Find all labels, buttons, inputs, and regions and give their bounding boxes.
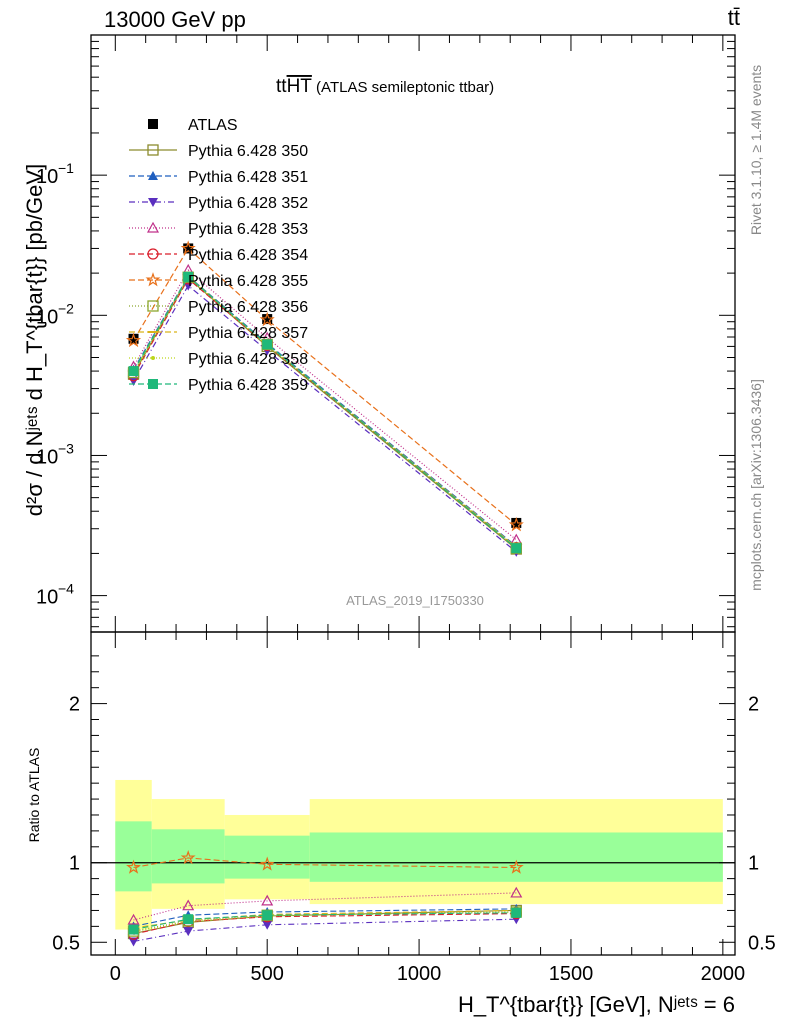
legend-marker	[148, 171, 158, 180]
ratio-point-359	[128, 924, 139, 935]
series-line-356	[132, 276, 517, 549]
legend-marker	[147, 144, 159, 156]
ratio-point-355	[180, 850, 196, 865]
y-tick-exponent: −2	[58, 300, 74, 316]
ratio-line-353	[133, 892, 517, 921]
ratio-point-355	[259, 856, 275, 871]
ratio-line-355	[133, 857, 517, 869]
data-point	[511, 517, 522, 528]
legend-label: Pythia 6.428 354	[188, 247, 308, 264]
ratio-tick-label-left: 0.5	[52, 932, 80, 954]
ratio-band-inner	[115, 821, 152, 892]
legend-label: Pythia 6.428 353	[188, 221, 308, 238]
legend-marker-atlas	[148, 119, 158, 129]
series-point-359	[183, 271, 194, 282]
ratio-tick-label-left: 1	[69, 853, 80, 875]
legend-label: Pythia 6.428 352	[188, 195, 308, 212]
x-tick-label: 1000	[397, 963, 442, 985]
ratio-band-inner	[309, 832, 723, 882]
ratio-point-355	[126, 859, 141, 874]
y-tick-label: 10	[36, 587, 58, 609]
ratio-point-352	[128, 937, 139, 947]
ratio-tick-label-left: 2	[69, 694, 80, 716]
ratio-frame	[90, 631, 736, 956]
y-tick-label: 10	[36, 166, 58, 188]
series-point-359	[511, 543, 522, 554]
ratio-point-352	[262, 920, 273, 930]
legend-marker	[151, 356, 155, 360]
series-point-352	[128, 376, 139, 386]
data-point	[262, 314, 273, 325]
legend-label: Pythia 6.428 350	[188, 143, 308, 160]
legend-label: Pythia 6.428 356	[188, 299, 308, 316]
ratio-point-352	[183, 927, 194, 937]
legend-marker	[148, 379, 158, 389]
analysis-label: ATLAS_2019_I1750330	[346, 593, 484, 608]
legend-label: Pythia 6.428 355	[188, 273, 308, 290]
series-line-358	[132, 276, 517, 549]
series-line-350	[132, 276, 517, 550]
x-tick-label: 500	[251, 963, 284, 985]
legend-marker	[147, 300, 159, 312]
series-point-355	[259, 311, 275, 327]
mcplots-label: mcplots.cern.ch [arXiv:1306.3436]	[748, 379, 764, 591]
y-axis-label: d²σ / d Nʲᵉᵗˢ d H_T^{tbar{t}} [pb/GeV]	[22, 164, 47, 516]
y-tick-exponent: −4	[58, 581, 74, 597]
ratio-point-359	[511, 907, 522, 918]
series-point-359	[262, 339, 273, 350]
ratio-line-351	[133, 908, 517, 927]
rivet-label: Rivet 3.1.10, ≥ 1.4M events	[748, 65, 764, 235]
plot-title: ttHT (ATLAS semileptonic ttbar)	[276, 76, 494, 97]
ratio-point-359	[262, 910, 273, 921]
y-tick-exponent: −3	[58, 440, 74, 456]
ratio-line-359	[133, 912, 517, 931]
legend-marker	[145, 272, 161, 287]
ratio-band-inner	[151, 829, 225, 884]
x-tick-label: 1500	[549, 963, 594, 985]
ratio-tick-label-right: 1	[748, 853, 759, 875]
legend-label: Pythia 6.428 358	[188, 351, 308, 368]
ratio-line-352	[133, 918, 517, 943]
x-tick-label: 0	[110, 963, 121, 985]
ratio-tick-label-right: 2	[748, 694, 759, 716]
series-point-355	[180, 240, 196, 255]
energy-label: 13000 GeV pp	[104, 7, 246, 32]
y-tick-exponent: −1	[58, 160, 74, 176]
y-tick-label: 10	[36, 446, 58, 468]
ratio-point-353	[261, 894, 274, 906]
ratio-tick-label-right: 0.5	[748, 932, 776, 954]
data-point	[183, 243, 194, 254]
legend-marker	[146, 221, 160, 233]
ratio-point-359	[183, 914, 194, 925]
ratio-line-354	[133, 913, 517, 935]
legend-marker	[148, 198, 158, 207]
series-point-355	[508, 516, 524, 532]
legend-label-atlas: ATLAS	[188, 117, 238, 134]
ratio-y-axis-label: Ratio to ATLAS	[26, 748, 42, 843]
ratio-point-353	[127, 913, 140, 925]
x-axis-label: H_T^{tbar{t}} [GeV], Nʲᵉᵗˢ = 6	[458, 992, 735, 1017]
y-tick-label: 10	[36, 306, 58, 328]
series-line-357	[132, 275, 517, 548]
series-line-353	[132, 269, 517, 541]
ratio-point-353	[182, 899, 195, 911]
ratio-point-355	[508, 859, 524, 874]
series-point-355	[126, 332, 141, 347]
ratio-line-358	[133, 911, 517, 933]
legend-label: Pythia 6.428 359	[188, 377, 308, 394]
process-label: tt̄	[727, 5, 740, 30]
ratio-point-353	[510, 886, 523, 898]
series-line-354	[132, 277, 517, 549]
series-line-355	[132, 247, 517, 526]
x-tick-label: 2000	[701, 963, 746, 985]
data-point	[128, 333, 139, 344]
legend-label: Pythia 6.428 351	[188, 169, 308, 186]
legend-label: Pythia 6.428 357	[188, 325, 308, 342]
series-point-359	[128, 366, 139, 377]
legend-marker	[147, 248, 159, 260]
series-line-359	[132, 275, 517, 549]
ratio-line-356	[133, 911, 517, 932]
series-line-352	[132, 284, 517, 553]
